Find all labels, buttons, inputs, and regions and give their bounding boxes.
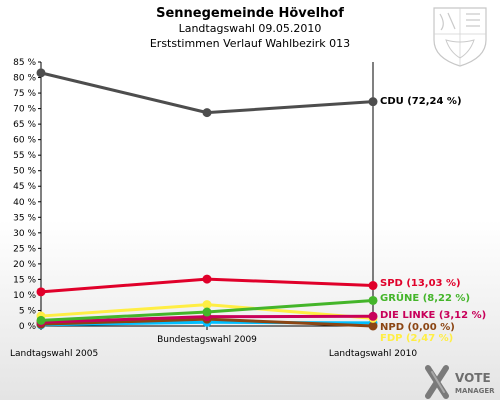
y-tick-label: 80 % (13, 74, 36, 84)
brand-line1: VOTE (455, 371, 491, 385)
data-point (36, 68, 46, 78)
y-tick-label: 75 % (13, 89, 36, 99)
series-label: CDU (72,24 %) (380, 96, 462, 107)
votemanager-x-icon (425, 365, 449, 399)
data-point (368, 97, 378, 107)
series-label: SPD (13,03 %) (380, 278, 461, 289)
series-label: NPD (0,00 %) (380, 322, 455, 333)
y-tick-label: 70 % (13, 105, 36, 115)
y-tick-label: 35 % (13, 213, 36, 223)
y-tick-label: 45 % (13, 182, 36, 192)
data-point (202, 274, 212, 284)
data-point (368, 281, 378, 291)
chart-subtitle-district: Erststimmen Verlauf Wahlbezirk 013 (150, 37, 350, 50)
y-tick-label: 60 % (13, 136, 36, 146)
x-tick-label: Landtagswahl 2005 (10, 349, 98, 359)
chart-title: Sennegemeinde Hövelhof (156, 6, 344, 21)
y-tick-label: 30 % (13, 229, 36, 239)
y-tick-label: 0 % (19, 322, 37, 332)
y-tick-label: 15 % (13, 275, 36, 285)
data-point (202, 108, 212, 118)
series-label: GRÜNE (8,22 %) (380, 290, 470, 304)
data-point (368, 295, 378, 305)
x-tick-label: Landtagswahl 2010 (329, 349, 418, 359)
chart-subtitle-election: Landtagswahl 09.05.2010 (179, 22, 322, 35)
chart-series (36, 68, 378, 331)
nrw-coat-of-arms-icon (433, 7, 487, 67)
y-tick-label: 5 % (19, 306, 37, 316)
y-tick-label: 25 % (13, 244, 36, 254)
y-tick-label: 85 % (13, 58, 36, 68)
y-tick-label: 20 % (13, 260, 36, 270)
y-tick-label: 10 % (13, 291, 36, 301)
y-tick-label: 50 % (13, 167, 36, 177)
brand-line2: MANAGER (455, 387, 495, 395)
data-point (36, 287, 46, 297)
data-point (36, 315, 46, 325)
series-labels: CDU (72,24 %) SPD (13,03 %)GRÜNE (8,22 %)… (380, 96, 486, 344)
chart-axes: 0 % 5 % 10 % 15 % 20 % 25 % 30 % 35 % 40 % 45 % 50… (10, 58, 417, 359)
y-tick-label: 55 % (13, 151, 36, 161)
series-line (40, 71, 374, 115)
data-point (368, 321, 378, 331)
data-point (202, 300, 212, 310)
y-tick-label: 40 % (13, 198, 36, 208)
data-point (368, 311, 378, 321)
x-tick-label: Bundestagswahl 2009 (157, 335, 257, 345)
series-label: DIE LINKE (3,12 %) (380, 310, 486, 321)
data-point (202, 307, 212, 317)
series-label: FDP (2,47 %) (380, 333, 453, 344)
y-tick-label: 65 % (13, 120, 36, 130)
